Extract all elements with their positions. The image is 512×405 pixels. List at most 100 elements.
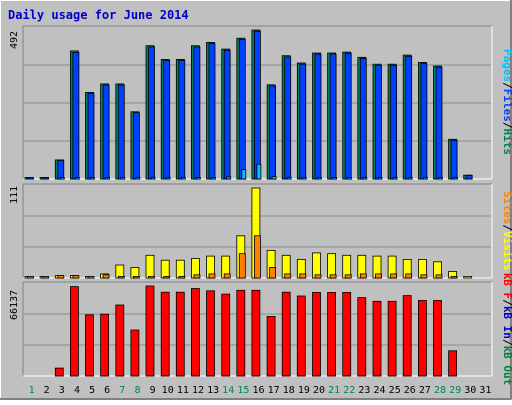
bar-sites-day-29 xyxy=(450,275,458,279)
bar-files-day-25 xyxy=(390,65,398,180)
legend-pages: Pages xyxy=(501,49,512,82)
bar-files-day-5 xyxy=(87,93,95,180)
bar-files-day-14 xyxy=(223,49,231,180)
bar-pages-day-28 xyxy=(438,177,443,180)
bar-visits-day-9 xyxy=(145,254,155,279)
bar-kb-f-day-20 xyxy=(312,291,321,377)
bar-sites-day-10 xyxy=(163,275,171,279)
day-label-18: 18 xyxy=(283,385,295,396)
visits-panel-ymax-label: 111 xyxy=(9,186,20,204)
bar-sites-day-21 xyxy=(329,274,337,279)
bar-kb-f-day-3 xyxy=(54,367,64,377)
bar-pages-day-20 xyxy=(317,177,322,180)
bar-pages-day-25 xyxy=(392,177,398,180)
day-label-13: 13 xyxy=(207,385,219,396)
bar-files-day-29 xyxy=(450,139,458,180)
bar-pages-day-13 xyxy=(211,177,216,180)
bar-pages-day-10 xyxy=(165,177,171,180)
bar-visits-day-21 xyxy=(327,253,337,279)
bar-pages-day-4 xyxy=(75,177,80,180)
bar-files-day-23 xyxy=(359,58,367,180)
bar-files-day-4 xyxy=(72,52,80,180)
bar-sites-day-19 xyxy=(299,273,307,279)
bar-kb-f-day-18 xyxy=(281,291,291,377)
bar-kb-f-day-11 xyxy=(175,291,185,377)
bar-sites-day-6 xyxy=(102,274,110,279)
bar-kb-f-day-21 xyxy=(327,291,337,377)
bar-sites-day-8 xyxy=(132,275,140,279)
day-label-19: 19 xyxy=(298,385,310,396)
bar-pages-day-7 xyxy=(120,177,126,180)
bar-pages-day-11 xyxy=(180,177,186,180)
bar-pages-day-18 xyxy=(286,177,292,180)
bar-sites-day-14 xyxy=(223,273,231,279)
day-label-26: 26 xyxy=(404,385,416,396)
bar-files-day-1 xyxy=(27,177,34,180)
bar-pages-day-9 xyxy=(150,177,156,180)
bar-files-day-30 xyxy=(465,174,473,180)
bar-files-day-21 xyxy=(329,53,337,180)
bar-files-day-15 xyxy=(238,39,246,180)
bar-files-day-2 xyxy=(42,177,49,180)
bar-files-day-3 xyxy=(57,160,65,180)
day-label-2: 2 xyxy=(44,385,50,396)
bar-sites-day-23 xyxy=(359,273,367,279)
bar-sites-day-11 xyxy=(178,275,186,279)
bar-kb-f-day-6 xyxy=(100,313,109,377)
bar-kb-f-day-10 xyxy=(160,291,170,377)
legend-sites: Sites xyxy=(501,191,512,224)
bar-files-day-12 xyxy=(193,46,201,180)
bar-sites-day-3 xyxy=(57,275,65,279)
day-label-23: 23 xyxy=(358,385,370,396)
bar-pages-day-21 xyxy=(332,177,338,180)
legend-sep-3: / xyxy=(501,224,512,231)
bar-sites-day-12 xyxy=(193,274,201,279)
panel-kbytes xyxy=(22,281,493,377)
chart-panels xyxy=(22,25,493,377)
bar-sites-day-2 xyxy=(42,275,49,279)
bar-sites-day-26 xyxy=(405,273,413,279)
day-label-24: 24 xyxy=(373,385,385,396)
bar-kb-f-day-16 xyxy=(251,289,261,377)
bar-kb-f-day-8 xyxy=(130,329,140,377)
bar-files-day-22 xyxy=(344,52,352,180)
legend-sep-5: / xyxy=(501,339,512,346)
day-label-15: 15 xyxy=(237,385,249,396)
bar-files-day-16 xyxy=(253,30,261,180)
day-label-20: 20 xyxy=(313,385,325,396)
bar-pages-day-19 xyxy=(301,177,307,180)
bar-sites-day-24 xyxy=(375,273,382,279)
bar-kb-f-day-12 xyxy=(190,288,200,377)
bar-kb-f-day-13 xyxy=(206,290,215,377)
day-label-7: 7 xyxy=(119,385,125,396)
bar-pages-day-23 xyxy=(362,177,368,180)
bar-pages-day-16 xyxy=(256,163,262,180)
bar-files-day-27 xyxy=(420,63,428,180)
day-label-8: 8 xyxy=(134,385,140,396)
day-label-10: 10 xyxy=(162,385,174,396)
day-label-25: 25 xyxy=(389,385,401,396)
bar-files-day-28 xyxy=(435,66,443,180)
bar-sites-day-13 xyxy=(208,273,216,279)
day-label-1: 1 xyxy=(29,385,35,396)
bar-kb-f-day-26 xyxy=(402,295,412,377)
bar-pages-day-22 xyxy=(347,177,353,180)
bar-kb-f-day-9 xyxy=(145,285,155,377)
bar-sites-day-17 xyxy=(269,267,277,279)
day-label-31: 31 xyxy=(479,385,491,396)
visits-panel-legend: Sites/Visits xyxy=(501,191,512,271)
day-label-14: 14 xyxy=(222,385,234,396)
bar-pages-day-26 xyxy=(407,177,413,180)
bar-visits-day-30 xyxy=(463,275,473,279)
bar-kb-f-day-14 xyxy=(221,293,231,377)
bar-visits-day-20 xyxy=(312,252,321,279)
legend-kb-out: kB Out xyxy=(501,346,512,386)
bar-sites-day-7 xyxy=(117,275,125,279)
bar-sites-day-28 xyxy=(435,274,443,279)
day-label-12: 12 xyxy=(192,385,204,396)
bar-files-day-11 xyxy=(178,60,186,180)
bar-sites-day-5 xyxy=(87,275,95,279)
legend-visits: Visits xyxy=(501,231,512,271)
bar-kb-f-day-25 xyxy=(387,300,397,377)
